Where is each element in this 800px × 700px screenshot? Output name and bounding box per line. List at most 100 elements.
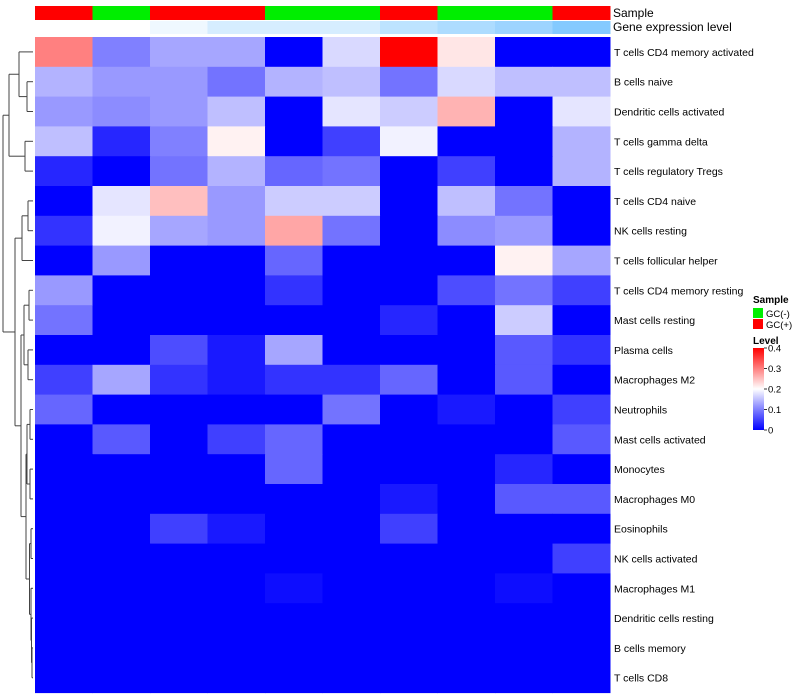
- expression-annotation-cell: [92, 21, 151, 34]
- heatmap-cell: [380, 424, 438, 455]
- heatmap-cell: [322, 126, 381, 157]
- heatmap-cell: [437, 335, 496, 366]
- heatmap-cell: [380, 305, 438, 336]
- expression-annotation-cell: [495, 21, 553, 34]
- heatmap-cell: [495, 424, 553, 455]
- heatmap-cell: [380, 275, 438, 306]
- heatmap-cell: [552, 633, 611, 664]
- heatmap-cell: [265, 573, 323, 604]
- heatmap-cell: [35, 66, 93, 98]
- heatmap-cell: [495, 633, 553, 664]
- heatmap-cell: [552, 513, 611, 545]
- heatmap-cell: [92, 215, 151, 247]
- expression-annotation-cell: [150, 21, 208, 34]
- heatmap-cell: [552, 126, 611, 157]
- heatmap-cell: [265, 454, 323, 485]
- heatmap-cell: [322, 186, 381, 217]
- sample-annotation-cell: [207, 6, 266, 20]
- legend-sample-label: GC(-): [766, 309, 790, 320]
- heatmap-cell: [552, 37, 611, 68]
- sample-annotation-cell: [150, 6, 208, 20]
- heatmap-cell: [495, 603, 553, 634]
- heatmap-cell: [35, 305, 93, 336]
- heatmap-cell: [150, 186, 208, 217]
- heatmap-cell: [495, 305, 553, 336]
- heatmap-cell: [207, 633, 266, 664]
- heatmap-cell: [495, 513, 553, 545]
- heatmap-cell: [150, 424, 208, 455]
- heatmap-cell: [380, 66, 438, 98]
- heatmap-cell: [265, 96, 323, 127]
- heatmap-cell: [437, 245, 496, 276]
- heatmap-cells: [35, 37, 611, 694]
- heatmap-cell: [207, 126, 266, 157]
- heatmap-cell: [150, 633, 208, 664]
- heatmap-cell: [92, 37, 151, 68]
- heatmap-cell: [495, 245, 553, 276]
- heatmap-cell: [380, 573, 438, 604]
- heatmap-cell: [207, 305, 266, 336]
- row-labels: T cells CD4 memory activated B cells naiv…: [614, 47, 754, 685]
- heatmap-cell: [495, 215, 553, 247]
- heatmap-cell: [92, 364, 151, 396]
- expression-annotation-cell: [322, 21, 381, 34]
- heatmap-cell: [437, 513, 496, 545]
- row-label: Dendritic cells activated: [614, 107, 724, 119]
- heatmap-cell: [552, 66, 611, 98]
- row-label: Macrophages M2: [614, 375, 695, 387]
- heatmap-cell: [207, 394, 266, 425]
- heatmap-cell: [380, 126, 438, 157]
- heatmap-cell: [495, 126, 553, 157]
- heatmap-cell: [495, 364, 553, 396]
- heatmap-cell: [207, 335, 266, 366]
- heatmap-cell: [380, 543, 438, 574]
- heatmap-cell: [552, 603, 611, 634]
- heatmap-cell: [35, 633, 93, 664]
- heatmap-cell: [92, 513, 151, 545]
- heatmap-cell: [207, 424, 266, 455]
- heatmap-cell: [322, 275, 381, 306]
- legend-sample-title: Sample: [753, 295, 789, 306]
- heatmap-cell: [437, 633, 496, 664]
- row-label: Mast cells activated: [614, 434, 706, 446]
- heatmap-cell: [265, 335, 323, 366]
- heatmap-cell: [35, 513, 93, 545]
- heatmap-cell: [552, 573, 611, 604]
- expression-annotation-cell: [380, 21, 438, 34]
- expression-annotation-cell: [552, 21, 611, 34]
- heatmap-cell: [35, 484, 93, 515]
- heatmap-cell: [35, 424, 93, 455]
- expression-annotation-cell: [265, 21, 323, 34]
- heatmap-cell: [437, 96, 496, 127]
- heatmap-cell: [92, 633, 151, 664]
- heatmap-cell: [265, 305, 323, 336]
- heatmap-cell: [265, 66, 323, 98]
- heatmap-cell: [35, 275, 93, 306]
- heatmap-cell: [265, 275, 323, 306]
- heatmap-cell: [92, 126, 151, 157]
- heatmap-cell: [35, 543, 93, 574]
- heatmap-cell: [150, 662, 208, 694]
- heatmap-cell: [495, 662, 553, 694]
- heatmap-cell: [495, 96, 553, 127]
- heatmap-cell: [380, 186, 438, 217]
- heatmap-cell: [437, 215, 496, 247]
- heatmap-cell: [92, 484, 151, 515]
- heatmap-cell: [207, 603, 266, 634]
- heatmap-cell: [265, 633, 323, 664]
- heatmap-cell: [207, 215, 266, 247]
- heatmap-cell: [207, 186, 266, 217]
- row-label: Plasma cells: [614, 345, 673, 357]
- heatmap-cell: [322, 424, 381, 455]
- heatmap-cell: [35, 454, 93, 485]
- heatmap-cell: [437, 603, 496, 634]
- legend-level-tick-label: 0: [768, 426, 773, 437]
- heatmap-cell: [265, 245, 323, 276]
- heatmap-cell: [265, 424, 323, 455]
- heatmap-cell: [552, 364, 611, 396]
- heatmap-cell: [92, 335, 151, 366]
- heatmap-cell: [552, 156, 611, 187]
